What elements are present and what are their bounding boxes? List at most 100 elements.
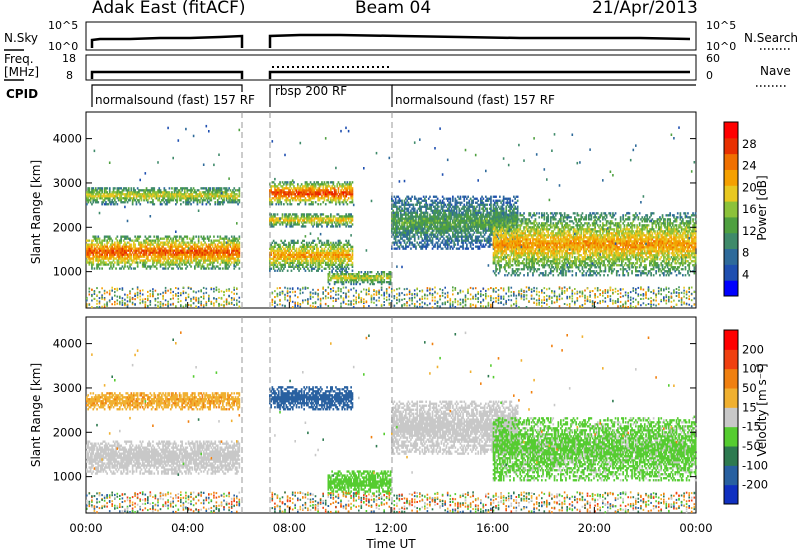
echo-cell: [460, 213, 463, 216]
echo-cell: [274, 183, 276, 186]
echo-cell: [145, 197, 148, 200]
echo-cell: [336, 255, 339, 258]
echo-cell: [91, 239, 93, 242]
echo-cell: [227, 251, 229, 254]
echo-cell: [211, 241, 214, 244]
echo-cell: [463, 195, 466, 198]
echo-cell: [158, 199, 161, 202]
echo-cell: [105, 249, 107, 252]
echo-cell: [399, 217, 402, 220]
echo-cell: [335, 261, 337, 264]
echo-cell: [145, 257, 148, 260]
echo-cell: [454, 227, 457, 230]
echo-cell: [408, 205, 411, 208]
echo-cell: [444, 215, 447, 218]
echo-cell: [130, 197, 133, 200]
echo-cell: [220, 251, 223, 254]
echo-cell: [297, 183, 299, 186]
echo-cell: [310, 193, 313, 196]
echo-cell: [271, 263, 274, 266]
echo-cell: [275, 193, 278, 196]
echo-cell: [173, 261, 176, 264]
echo-cell: [135, 255, 138, 258]
echo-cell: [177, 247, 180, 250]
echo-cell: [397, 225, 400, 228]
echo-cell: [436, 203, 439, 206]
echo-cell: [150, 243, 153, 246]
echo-cell: [350, 281, 352, 284]
echo-cell: [276, 249, 279, 252]
echo-cell: [299, 263, 302, 266]
echo-cell: [324, 251, 327, 254]
echo-cell: [307, 187, 309, 190]
echo-cell: [454, 217, 457, 220]
echo-cell: [188, 263, 191, 266]
echo-cell: [327, 239, 330, 242]
echo-cell: [338, 199, 341, 202]
echo-cell: [434, 205, 436, 208]
echo-cell: [420, 227, 422, 230]
echo-cell: [466, 207, 468, 210]
echo-cell: [467, 223, 469, 226]
echo-cell: [424, 227, 426, 230]
echo-cell: [289, 265, 291, 268]
echo-cell: [302, 263, 304, 266]
echo-cell: [471, 219, 473, 222]
echo-cell: [92, 253, 95, 256]
echo-cell: [280, 189, 283, 192]
echo-cell: [397, 227, 400, 230]
echo-cell: [305, 243, 308, 246]
echo-cell: [347, 241, 350, 244]
echo-cell: [457, 231, 459, 234]
echo-cell: [176, 239, 178, 242]
echo-cell: [297, 195, 299, 198]
echo-cell: [122, 197, 125, 200]
echo-cell: [277, 247, 280, 250]
echo-cell: [224, 193, 227, 196]
echo-cell: [322, 259, 325, 262]
echo-cell: [323, 199, 326, 202]
echo-cell: [319, 189, 322, 192]
echo-cell: [167, 253, 169, 256]
echo-cell: [272, 213, 275, 216]
echo-cell: [361, 279, 364, 282]
echo-cell: [111, 199, 114, 202]
echo-cell: [397, 195, 400, 198]
echo-cell: [153, 189, 156, 192]
echo-cell: [330, 199, 332, 202]
echo-cell: [126, 193, 129, 196]
echo-cell: [332, 277, 335, 280]
echo-cell: [317, 189, 319, 192]
echo-cell: [152, 193, 154, 196]
echo-cell: [435, 227, 438, 230]
echo-cell: [154, 241, 157, 244]
echo-cell: [351, 265, 354, 268]
echo-cell: [426, 225, 429, 228]
echo-cell: [342, 195, 345, 198]
echo-cell: [280, 239, 283, 242]
echo-cell: [175, 237, 177, 240]
echo-cell: [464, 227, 467, 230]
echo-cell: [285, 257, 288, 260]
echo-cell: [276, 269, 279, 272]
echo-cell: [171, 187, 173, 190]
echo-cell: [220, 237, 223, 240]
echo-cell: [448, 239, 450, 242]
echo-cell: [209, 189, 211, 192]
echo-cell: [201, 251, 204, 254]
echo-cell: [310, 217, 313, 220]
echo-cell: [202, 187, 205, 190]
echo-cell: [336, 225, 339, 228]
echo-cell: [477, 227, 480, 230]
echo-cell: [340, 251, 342, 254]
echo-cell: [210, 247, 213, 250]
echo-cell: [97, 237, 100, 240]
echo-cell: [181, 195, 183, 198]
echo-cell: [322, 213, 325, 216]
echo-cell: [291, 265, 294, 268]
echo-cell: [477, 225, 480, 228]
echo-cell: [426, 239, 429, 242]
echo-cell: [101, 249, 103, 252]
echo-cell: [195, 243, 197, 246]
echo-cell: [143, 259, 145, 262]
